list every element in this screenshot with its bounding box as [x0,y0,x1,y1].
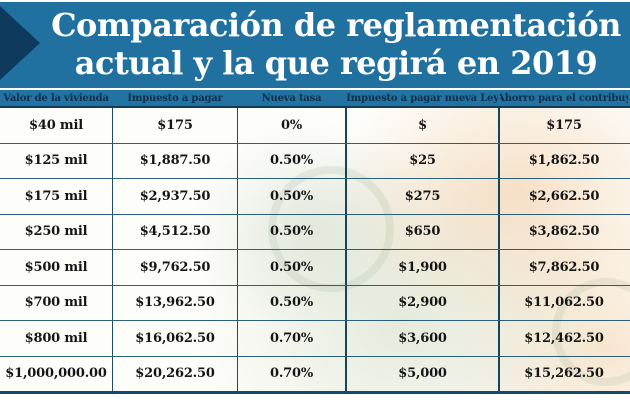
table-cell-r6-c4: $12,462.50 [524,330,604,346]
table-cell-r3-c1: $4,512.50 [113,214,238,249]
table-cell-r7-c3: $5,000 [347,356,500,391]
table-row: $800 mil $16,062.50 0.70% $3,600 $12,462.50 [0,321,630,357]
table-row: $250 mil $4,512.50 0.50% $650 $3,862.50 [0,214,630,250]
table-cell-r7-c1: $20,262.50 [113,356,238,391]
table-row: $1,000,000.00 $20,262.50 0.70% $5,000 $15,26… [0,356,630,391]
table-cell-r1-c2: 0.50% [238,143,347,178]
column-header-1: Impuesto a pagar [127,92,223,104]
page-title: Comparación de reglamentación actual y l… [0,2,630,82]
table-cell-r0-c3: $ [347,108,500,143]
title-line-1: Comparación de reglamentación [51,6,621,44]
table-cell-r4-c1: $9,762.50 [113,250,238,285]
table-row: $700 mil $13,962.50 0.50% $2,900 $11,062.50 [0,285,630,321]
table-cell-r2-c4: $2,662.50 [528,188,600,204]
table-header-row: Valor de la vivienda Impuesto a pagar Nuev… [0,90,630,108]
table-cell-r0-c1: $175 [113,108,238,143]
money-watermark-ring [268,166,394,292]
banner-divider [0,88,630,90]
table-row: $500 mil $9,762.50 0.50% $1,900 $7,862.50 [0,250,630,286]
ribbon-arrow-icon [0,6,40,80]
table-cell-r5-c1: $13,962.50 [113,285,238,320]
table-cell-r6-c0: $800 mil [0,321,113,356]
table-cell-r6-c2: 0.70% [238,321,347,356]
table-cell-r2-c3: $275 [347,179,500,214]
column-header-2: Nueva tasa [261,92,322,104]
table-cell-r7-c0: $1,000,000.00 [0,356,113,391]
table-row: $40 mil $175 0% $ $175 [0,108,630,144]
table-cell-r5-c2: 0.50% [238,285,347,320]
table-cell-r6-c1: $16,062.50 [113,321,238,356]
comparison-table: Valor de la vivienda Impuesto a pagar Nuev… [0,90,630,394]
table-cell-r2-c2: 0.50% [238,179,347,214]
table-cell-r1-c1: $1,887.50 [113,143,238,178]
money-watermark-ring [552,278,630,386]
table-cell-r1-c4: $1,862.50 [528,153,600,169]
table-cell-r7-c4: $15,262.50 [524,366,604,382]
table-cell-r5-c0: $700 mil [0,285,113,320]
table-cell-r7-c2: 0.70% [238,356,347,391]
banner: Comparación de reglamentación actual y l… [0,0,630,88]
table-cell-r1-c3: $25 [347,143,500,178]
table-cell-r3-c4: $3,862.50 [528,224,600,240]
table-cell-r2-c0: $175 mil [0,179,113,214]
column-header-0: Valor de la vivienda [3,92,109,104]
table-cell-r6-c3: $3,600 [347,321,500,356]
table-cell-r3-c3: $650 [347,214,500,249]
table-cell-r4-c2: 0.50% [238,250,347,285]
table-cell-r0-c2: 0% [238,108,347,143]
column-header-4: Ahorro para el contribuy [500,92,628,104]
table-cell-r4-c3: $1,900 [347,250,500,285]
table-cell-r2-c1: $2,937.50 [113,179,238,214]
table-cell-r3-c0: $250 mil [0,214,113,249]
table-cell-r3-c2: 0.50% [238,214,347,249]
table-cell-r4-c4: $7,862.50 [528,259,600,275]
table-cell-r4-c0: $500 mil [0,250,113,285]
table-cell-r0-c4: $175 [546,117,582,133]
table-cell-r1-c0: $125 mil [0,143,113,178]
column-header-3: Impuesto a pagar nueva Ley [347,92,499,104]
table-cell-r5-c4: $11,062.50 [524,295,604,311]
table-row: $125 mil $1,887.50 0.50% $25 $1,862.50 [0,143,630,179]
table-cell-r0-c0: $40 mil [0,108,113,143]
table-cell-r5-c3: $2,900 [347,285,500,320]
title-line-2: actual y la que regirá en 2019 [74,44,598,82]
table-body: $40 mil $175 0% $ $175 $125 mil $1,887.50 0.50%… [0,108,630,394]
table-row: $175 mil $2,937.50 0.50% $275 $2,662.50 [0,179,630,215]
